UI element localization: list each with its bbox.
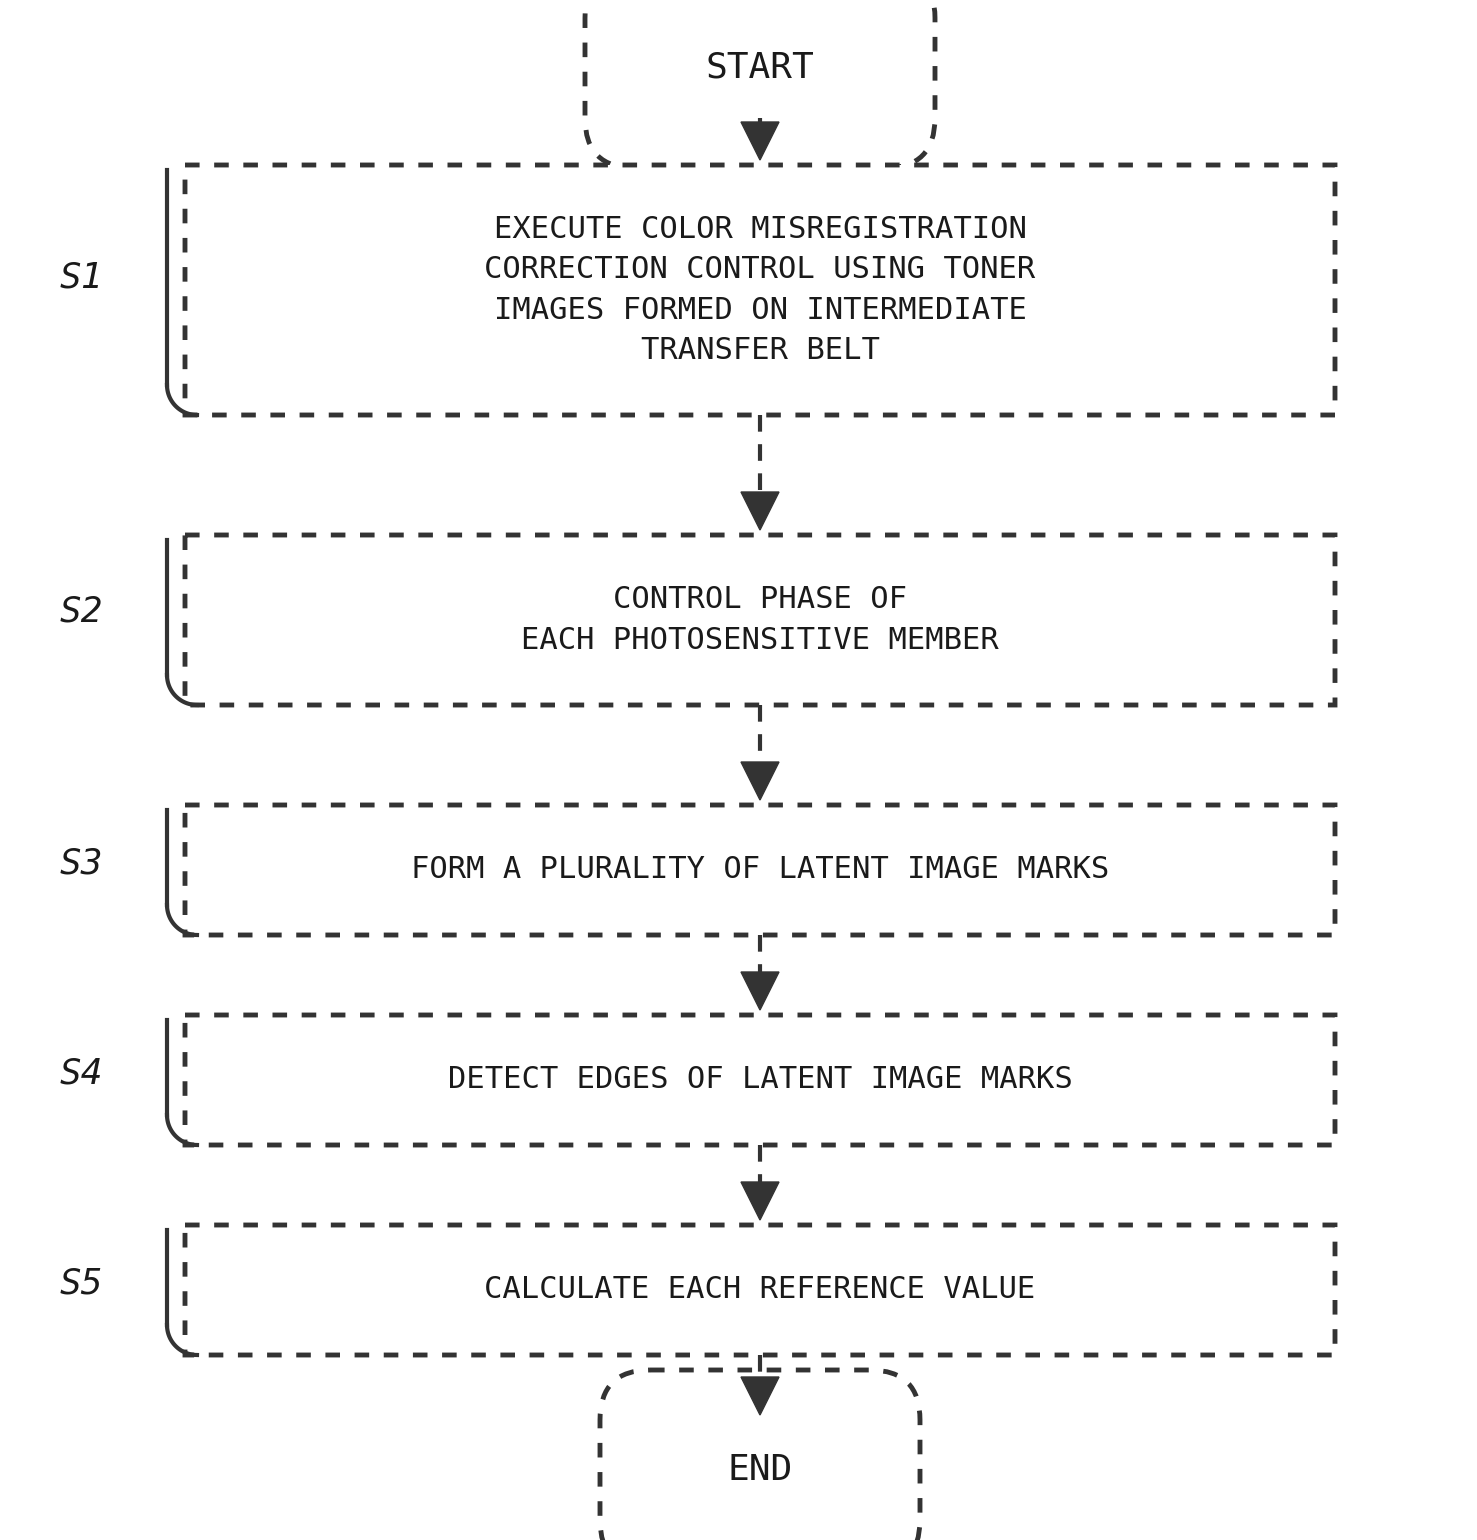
Polygon shape bbox=[741, 762, 778, 799]
FancyBboxPatch shape bbox=[585, 0, 935, 168]
Text: START: START bbox=[706, 51, 814, 85]
Text: S1: S1 bbox=[61, 260, 103, 294]
FancyBboxPatch shape bbox=[185, 805, 1335, 935]
Text: S2: S2 bbox=[61, 594, 103, 628]
Polygon shape bbox=[741, 1183, 778, 1220]
FancyBboxPatch shape bbox=[185, 165, 1335, 414]
Text: S5: S5 bbox=[61, 1266, 103, 1300]
FancyBboxPatch shape bbox=[185, 534, 1335, 705]
Polygon shape bbox=[741, 122, 778, 160]
Text: FORM A PLURALITY OF LATENT IMAGE MARKS: FORM A PLURALITY OF LATENT IMAGE MARKS bbox=[411, 856, 1109, 884]
Text: S3: S3 bbox=[61, 847, 103, 881]
Text: EXECUTE COLOR MISREGISTRATION
CORRECTION CONTROL USING TONER
IMAGES FORMED ON IN: EXECUTE COLOR MISREGISTRATION CORRECTION… bbox=[484, 214, 1035, 365]
Polygon shape bbox=[741, 491, 778, 530]
Text: CONTROL PHASE OF
EACH PHOTOSENSITIVE MEMBER: CONTROL PHASE OF EACH PHOTOSENSITIVE MEM… bbox=[521, 585, 998, 654]
FancyBboxPatch shape bbox=[185, 1224, 1335, 1355]
Text: END: END bbox=[727, 1454, 793, 1488]
FancyBboxPatch shape bbox=[185, 1015, 1335, 1146]
Text: DETECT EDGES OF LATENT IMAGE MARKS: DETECT EDGES OF LATENT IMAGE MARKS bbox=[448, 1066, 1072, 1095]
Text: CALCULATE EACH REFERENCE VALUE: CALCULATE EACH REFERENCE VALUE bbox=[484, 1275, 1035, 1304]
Text: S4: S4 bbox=[61, 1056, 103, 1090]
Polygon shape bbox=[741, 1377, 778, 1415]
FancyBboxPatch shape bbox=[600, 1371, 920, 1540]
Polygon shape bbox=[741, 972, 778, 1010]
